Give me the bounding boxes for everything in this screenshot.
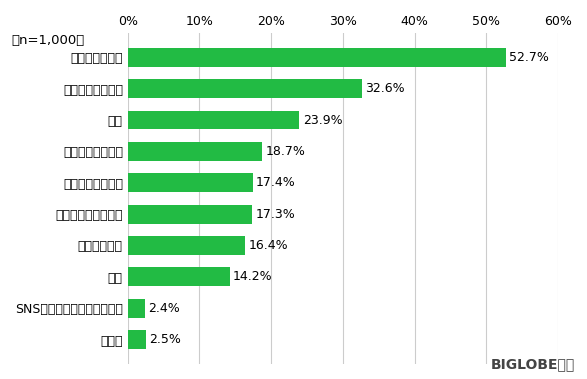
Text: 14.2%: 14.2%: [233, 270, 273, 283]
Text: 2.5%: 2.5%: [149, 333, 181, 346]
Bar: [128, 79, 362, 98]
Text: 52.7%: 52.7%: [510, 51, 549, 64]
Text: 2.4%: 2.4%: [149, 302, 180, 315]
Text: （n=1,000）: （n=1,000）: [12, 34, 85, 47]
Text: 18.7%: 18.7%: [265, 145, 305, 158]
Bar: [128, 205, 252, 224]
Bar: [128, 142, 262, 161]
Text: BIGLOBE調べ: BIGLOBE調べ: [491, 357, 575, 371]
Text: 17.3%: 17.3%: [255, 208, 295, 221]
Bar: [128, 236, 245, 255]
Bar: [128, 111, 299, 130]
Bar: [128, 173, 252, 192]
Bar: [128, 268, 230, 286]
Text: 16.4%: 16.4%: [249, 239, 289, 252]
Bar: [128, 299, 145, 318]
Bar: [128, 330, 146, 349]
Text: 17.4%: 17.4%: [256, 176, 296, 189]
Bar: [128, 48, 506, 67]
Text: 32.6%: 32.6%: [365, 82, 405, 95]
Text: 23.9%: 23.9%: [303, 114, 342, 127]
